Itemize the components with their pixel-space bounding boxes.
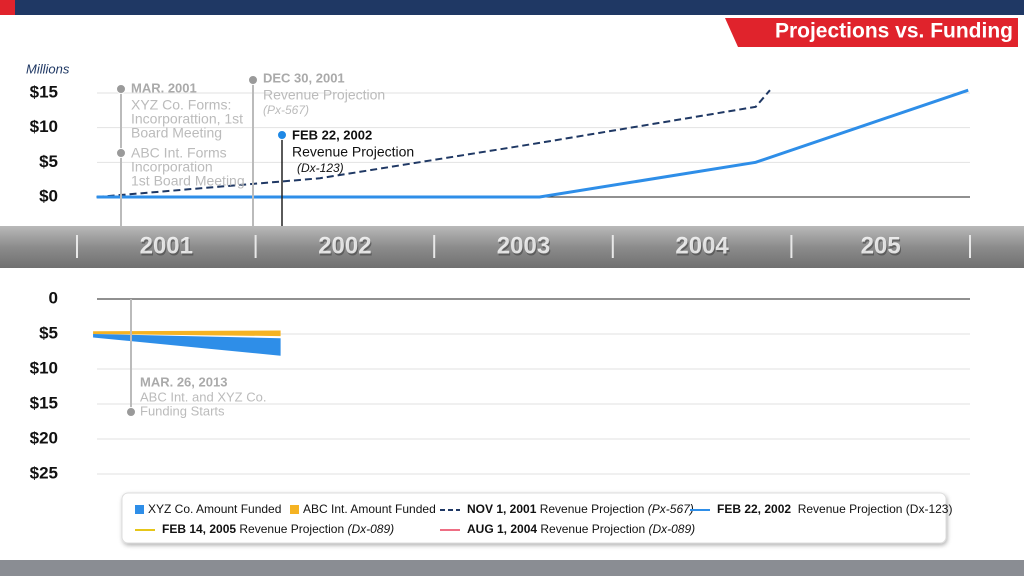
- timeline-label-shadow: 2004: [675, 232, 729, 259]
- annotation-text: Revenue Projection: [292, 144, 414, 160]
- legend-text: ABC Int. Amount Funded: [303, 502, 436, 516]
- annotation-note: (Dx-123): [297, 161, 344, 175]
- pin: [277, 130, 287, 140]
- annotation-date: FEB 22, 2002: [292, 127, 372, 142]
- legend-entry: XYZ Co. Amount Funded: [148, 502, 281, 516]
- annotation-text: ABC Int. Forms: [131, 145, 227, 161]
- y-tick-label: 0: [49, 288, 58, 307]
- legend-bold: NOV 1, 2001: [467, 502, 537, 516]
- line-series: [96, 89, 771, 198]
- annotation-text: Incorporattion, 1st: [131, 111, 243, 127]
- annotation-date: MAR. 2001: [131, 80, 197, 95]
- legend-bold: FEB 22, 2002: [717, 502, 791, 516]
- y-tick-label: $10: [30, 358, 58, 377]
- legend-bold: FEB 14, 2005: [162, 522, 236, 536]
- legend-text: Revenue Projection (Dx-123): [791, 502, 952, 516]
- timeline-label-shadow: 2002: [318, 232, 371, 259]
- y-tick-label: $0: [39, 186, 58, 205]
- annotation-text: 1st Board Meeting: [131, 173, 245, 189]
- y-tick-label: $10: [30, 117, 58, 136]
- top-accent: [0, 0, 15, 15]
- annotation-date: DEC 30, 2001: [263, 70, 345, 85]
- legend-text: Revenue Projection: [236, 522, 347, 536]
- timeline-label: 2001: [141, 234, 194, 261]
- legend-entry: FEB 14, 2005 Revenue Projection (Dx-089): [162, 522, 394, 536]
- legend-entry: ABC Int. Amount Funded: [303, 502, 436, 516]
- line-series: [96, 88, 969, 199]
- y-axis-label: Millions: [26, 61, 70, 76]
- pin: [248, 75, 258, 85]
- legend-entry: AUG 1, 2004 Revenue Projection (Dx-089): [467, 522, 695, 536]
- legend-italic: (Px-567): [648, 502, 694, 516]
- area-series: [93, 330, 281, 337]
- annotation-text: Funding Starts: [140, 403, 225, 418]
- y-tick-label: $15: [30, 82, 58, 101]
- timeline-label-shadow: 205: [861, 232, 901, 259]
- timeline-label: 205: [862, 234, 902, 261]
- timeline-label: 2002: [319, 234, 372, 261]
- legend-bold: AUG 1, 2004: [467, 522, 537, 536]
- bottom-bar: [0, 560, 1024, 576]
- timeline-label: 2003: [498, 234, 551, 261]
- area-series: [93, 334, 281, 356]
- timeline-label: 2004: [676, 234, 730, 261]
- annotation-date: MAR. 26, 2013: [140, 374, 227, 389]
- timeline-label-shadow: 2003: [497, 232, 550, 259]
- annotation-text: Board Meeting: [131, 125, 222, 141]
- y-tick-label: $15: [30, 393, 58, 412]
- timeline-band: [0, 226, 1024, 268]
- pin: [126, 407, 136, 417]
- legend-italic: (Dx-089): [648, 522, 695, 536]
- legend-box: [121, 492, 947, 544]
- pin: [116, 84, 126, 94]
- legend-text: Revenue Projection: [537, 522, 648, 536]
- y-tick-label: $20: [30, 428, 58, 447]
- legend-entry: FEB 22, 2002 Revenue Projection (Dx-123): [717, 502, 952, 516]
- title: Projections vs. Funding: [775, 20, 1013, 43]
- legend-text: XYZ Co. Amount Funded: [148, 502, 281, 516]
- annotation-text: Incorporation: [131, 159, 213, 175]
- annotation-text: Revenue Projection: [263, 87, 385, 103]
- timeline-label-shadow: 2001: [140, 232, 193, 259]
- annotation-note: (Px-567): [263, 103, 309, 117]
- legend-swatch: [290, 505, 299, 514]
- y-tick-label: $5: [39, 323, 58, 342]
- legend-swatch: [135, 505, 144, 514]
- annotation-text: XYZ Co. Forms:: [131, 97, 231, 113]
- annotation-text: ABC Int. and XYZ Co.: [140, 389, 266, 404]
- title-box: [725, 18, 1018, 47]
- top-bar: [0, 0, 1024, 15]
- legend-italic: (Dx-089): [347, 522, 394, 536]
- y-tick-label: $25: [30, 463, 58, 482]
- legend-text: Revenue Projection: [536, 502, 647, 516]
- pin: [116, 148, 126, 158]
- y-tick-label: $5: [39, 152, 58, 171]
- legend-entry: NOV 1, 2001 Revenue Projection (Px-567): [467, 502, 694, 516]
